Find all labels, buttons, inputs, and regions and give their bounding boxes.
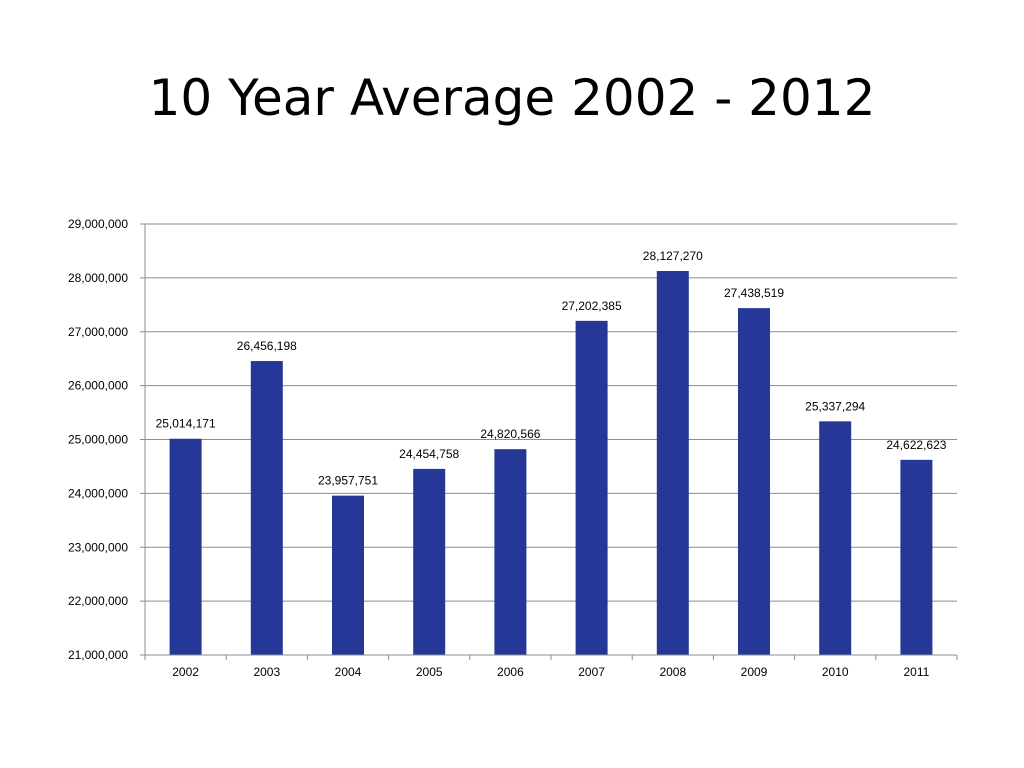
x-tick-label: 2004 (335, 665, 362, 679)
x-tick-label: 2003 (253, 665, 280, 679)
bar-2007 (575, 320, 608, 655)
bar-2009 (738, 308, 770, 655)
bar-2004 (332, 495, 364, 655)
x-tick-label: 2006 (497, 665, 524, 679)
x-tick-label: 2009 (741, 665, 768, 679)
y-tick-label: 27,000,000 (68, 325, 128, 339)
y-tick-label: 29,000,000 (68, 217, 128, 231)
slide-title: 10 Year Average 2002 - 2012 (148, 69, 876, 127)
y-tick-label: 23,000,000 (68, 540, 128, 554)
bar-2010 (819, 421, 852, 655)
data-label: 24,622,623 (886, 438, 946, 452)
x-tick-label: 2008 (659, 665, 686, 679)
bars (169, 271, 933, 655)
bar-2011 (900, 459, 933, 655)
data-label: 26,456,198 (237, 339, 297, 353)
y-tick-label: 24,000,000 (68, 486, 128, 500)
data-label: 27,202,385 (562, 299, 622, 313)
data-label: 25,014,171 (156, 417, 216, 431)
y-tick-label: 21,000,000 (68, 648, 128, 662)
axes: 21,000,000 22,000,000 23,000,000 24,000,000… (68, 217, 958, 679)
data-label: 25,337,294 (805, 399, 865, 413)
bar-2002 (169, 438, 202, 655)
data-label: 24,820,566 (480, 427, 540, 441)
y-tick-label: 26,000,000 (68, 379, 128, 393)
data-label: 27,438,519 (724, 286, 784, 300)
data-labels: 25,014,171 26,456,198 23,957,751 24,454,758… (156, 249, 947, 488)
bar-2008 (656, 271, 689, 655)
x-tick-label: 2005 (416, 665, 443, 679)
bar-2005 (413, 468, 446, 655)
data-label: 23,957,751 (318, 474, 378, 488)
data-label: 28,127,270 (643, 249, 703, 263)
bar-2006 (494, 449, 527, 655)
x-tick-label: 2011 (903, 665, 929, 679)
y-tick-label: 28,000,000 (68, 271, 128, 285)
x-tick-label: 2007 (578, 665, 605, 679)
bar-2003 (250, 361, 283, 655)
y-tick-label: 22,000,000 (68, 594, 128, 608)
data-label: 24,454,758 (399, 447, 459, 461)
y-tick-label: 25,000,000 (68, 433, 128, 447)
x-tick-label: 2010 (822, 665, 849, 679)
x-tick-label: 2002 (172, 665, 199, 679)
